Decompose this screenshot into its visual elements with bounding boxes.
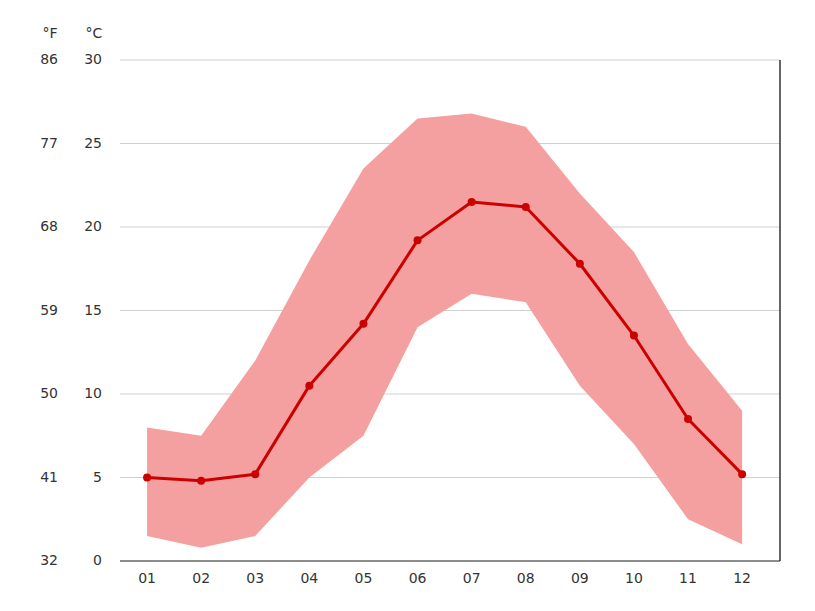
- grid-line: [120, 310, 780, 311]
- chart: 0102030405060708091011120510152025303241…: [0, 0, 815, 611]
- fahrenheit-tick-label: 77: [40, 135, 58, 151]
- celsius-tick-label: 10: [84, 385, 102, 401]
- x-axis-line: [120, 560, 780, 561]
- celsius-header: °C: [86, 25, 103, 41]
- x-tick-label: 05: [355, 570, 373, 586]
- fahrenheit-tick-label: 86: [40, 51, 58, 67]
- fahrenheit-tick-label: 41: [40, 469, 58, 485]
- marker: [684, 415, 692, 423]
- right-axis-line: [779, 60, 781, 561]
- x-tick-label: 07: [463, 570, 481, 586]
- marker: [630, 332, 638, 340]
- x-tick-label: 03: [246, 570, 264, 586]
- x-tick-label: 11: [679, 570, 697, 586]
- grid: [120, 60, 780, 561]
- marker: [359, 320, 367, 328]
- celsius-tick-label: 15: [84, 302, 102, 318]
- fahrenheit-header: °F: [42, 25, 57, 41]
- fahrenheit-tick-label: 68: [40, 218, 58, 234]
- fahrenheit-tick-label: 32: [40, 552, 58, 568]
- x-tick-label: 10: [625, 570, 643, 586]
- marker: [468, 198, 476, 206]
- celsius-tick-label: 20: [84, 218, 102, 234]
- marker: [414, 236, 422, 244]
- marker: [251, 470, 259, 478]
- celsius-tick-label: 0: [93, 552, 102, 568]
- range-band: [147, 113, 742, 547]
- celsius-tick-label: 25: [84, 135, 102, 151]
- x-tick-label: 01: [138, 570, 156, 586]
- marker: [305, 382, 313, 390]
- x-tick-label: 08: [517, 570, 535, 586]
- plot-area: [143, 113, 746, 547]
- mean-line: [147, 202, 742, 481]
- marker: [576, 260, 584, 268]
- marker: [738, 470, 746, 478]
- marker: [522, 203, 530, 211]
- celsius-tick-label: 30: [84, 51, 102, 67]
- fahrenheit-tick-label: 59: [40, 302, 58, 318]
- grid-line: [120, 561, 780, 562]
- x-tick-label: 12: [733, 570, 751, 586]
- x-ticks: 01 02 03 04 05 06 07 08 09 10 11 12: [138, 570, 751, 586]
- x-tick-label: 09: [571, 570, 589, 586]
- x-tick-label: 04: [300, 570, 318, 586]
- y-ticks: 0 5 10 15 20 25 30 32 41 50 59 68 77 86: [40, 51, 102, 568]
- marker: [197, 477, 205, 485]
- grid-line: [120, 60, 780, 61]
- x-tick-label: 02: [192, 570, 210, 586]
- x-tick-label: 06: [409, 570, 427, 586]
- marker: [143, 474, 151, 482]
- fahrenheit-tick-label: 50: [40, 385, 58, 401]
- celsius-tick-label: 5: [93, 469, 102, 485]
